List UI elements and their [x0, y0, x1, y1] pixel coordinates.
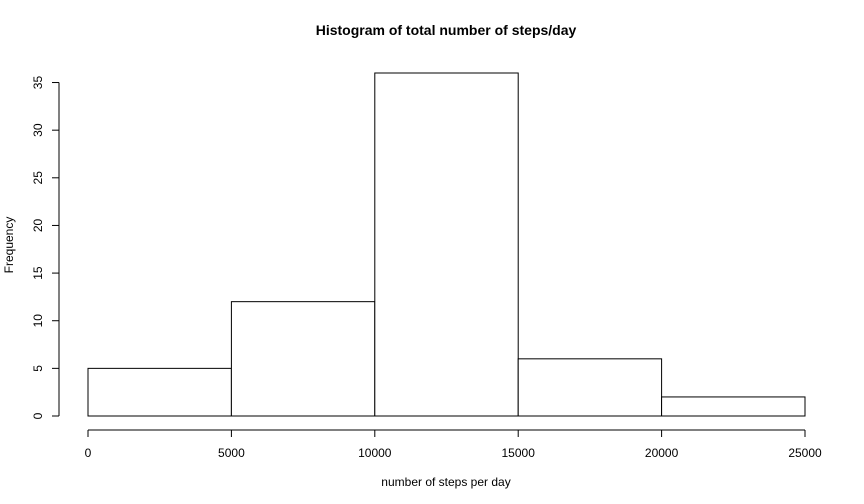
- y-tick-label: 35: [31, 76, 45, 90]
- x-tick-label: 25000: [788, 446, 822, 460]
- histogram-bar: [661, 396, 806, 417]
- y-axis: 0 5 10 15 20 25 30 35: [31, 76, 60, 419]
- y-tick-label: 25: [31, 171, 45, 185]
- y-axis-label: Frequency: [2, 217, 16, 274]
- x-tick-label: 20000: [645, 446, 679, 460]
- x-tick-label: 5000: [218, 446, 245, 460]
- x-tick-label: 10000: [358, 446, 392, 460]
- y-tick-label: 30: [31, 123, 45, 137]
- histogram-bar: [517, 358, 663, 417]
- bars-group: [87, 72, 806, 417]
- y-tick-label: 0: [31, 412, 45, 419]
- x-tick-label: 0: [85, 446, 92, 460]
- x-axis: 0 5000 10000 15000 20000 25000: [85, 429, 822, 460]
- y-tick-label: 20: [31, 218, 45, 232]
- y-tick-label: 10: [31, 314, 45, 328]
- y-tick-label: 5: [31, 365, 45, 372]
- y-tick-label: 15: [31, 266, 45, 280]
- chart-title: Histogram of total number of steps/day: [316, 22, 577, 38]
- x-axis-label: number of steps per day: [381, 475, 510, 489]
- x-tick-label: 15000: [502, 446, 536, 460]
- histogram-bar: [230, 301, 376, 417]
- histogram-bar: [87, 367, 232, 417]
- histogram-bar: [374, 72, 519, 417]
